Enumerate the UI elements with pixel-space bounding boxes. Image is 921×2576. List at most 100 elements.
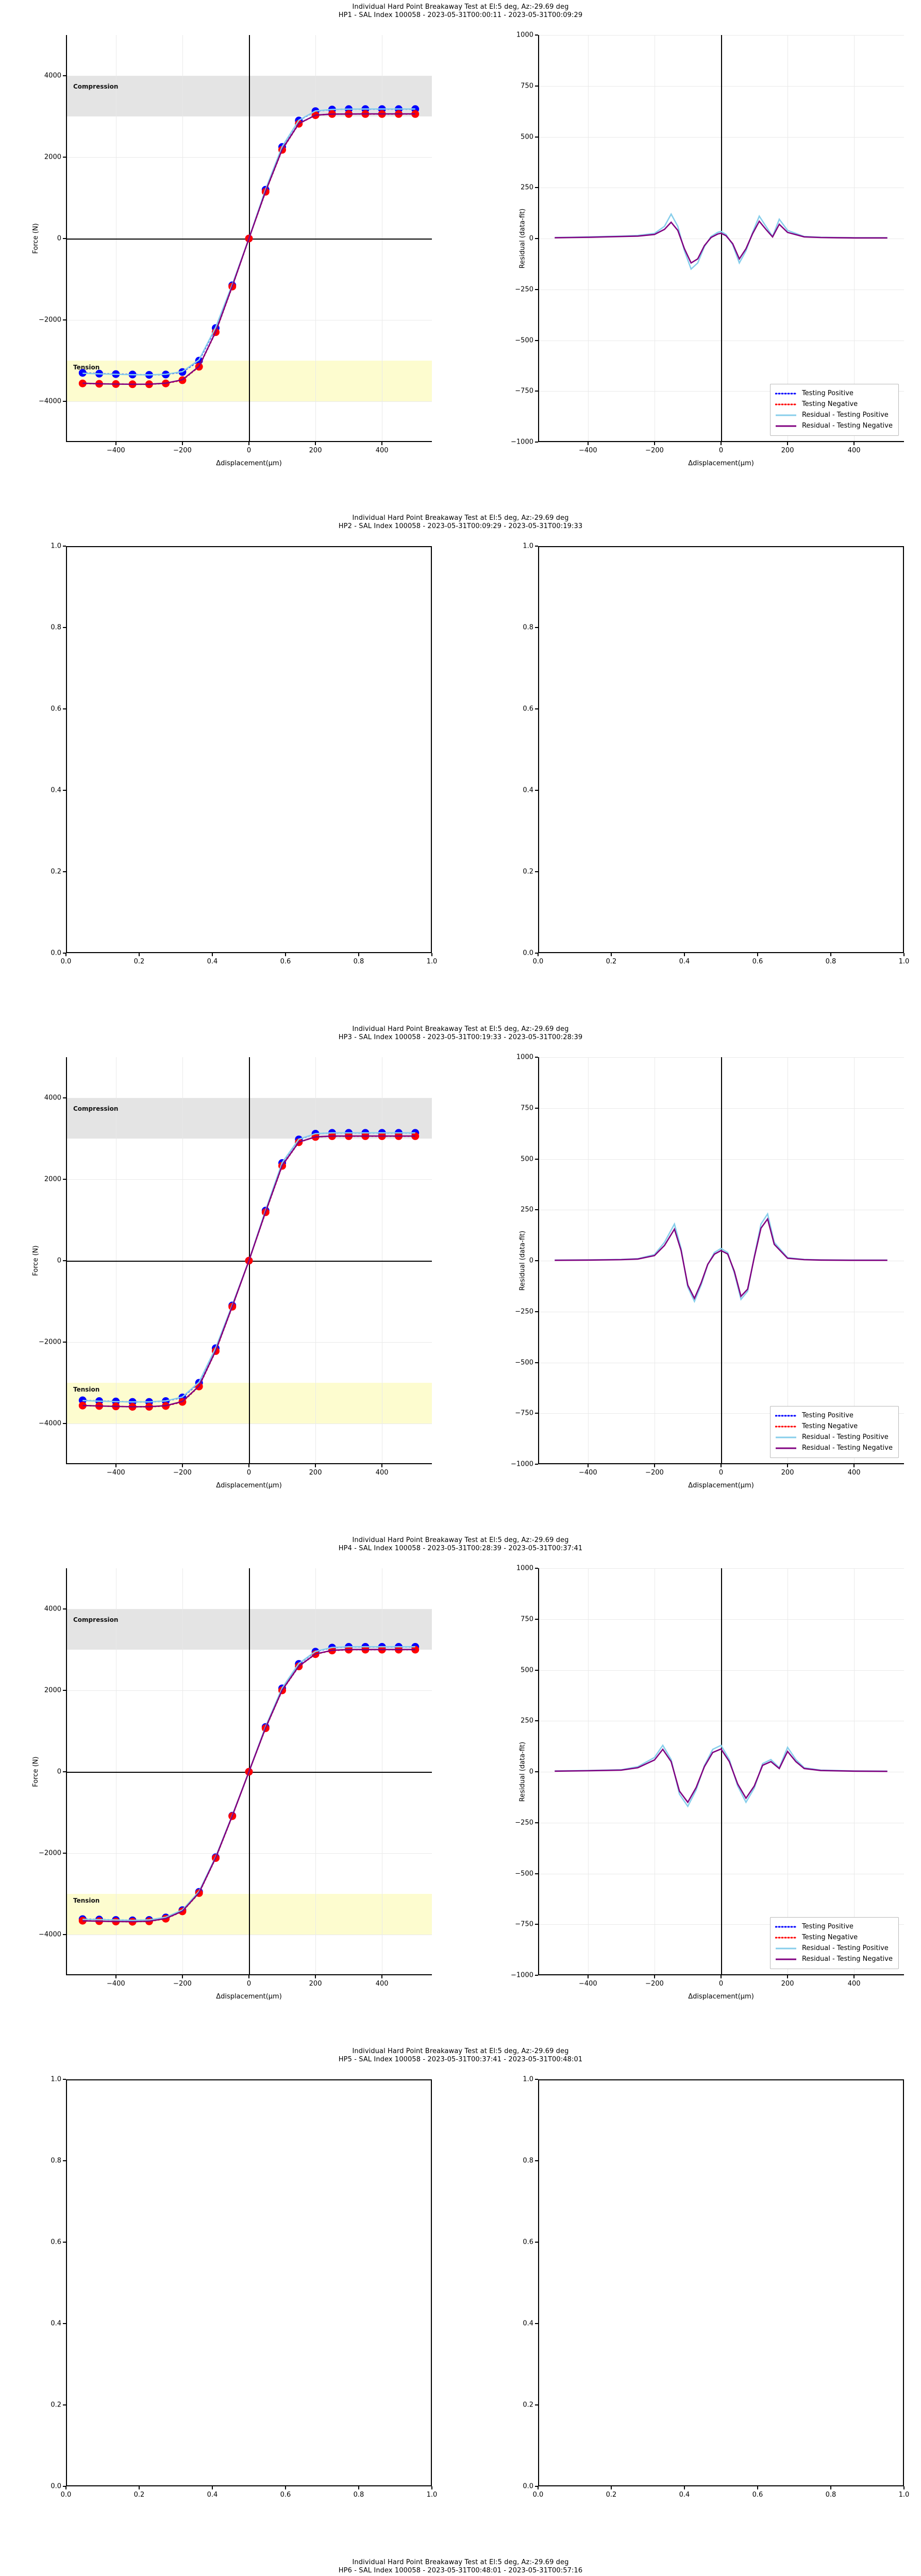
series-line xyxy=(82,1132,416,1403)
y-tick-mark xyxy=(63,2323,66,2324)
legend-item[interactable]: Residual - Testing Positive xyxy=(775,410,893,420)
force-axes-hp1[interactable]: Compression Tension 4000 2000 0 −2000 −4000 −40… xyxy=(32,35,432,467)
legend[interactable]: Testing Positive Testing Negative Residual… xyxy=(769,384,899,436)
x-tick-mark xyxy=(139,2486,140,2489)
force-axes-hp5[interactable]: 0.0 0.2 0.4 0.6 0.8 1.0 0.0 0.2 0.4 0.6 0.8 1.0 xyxy=(51,2076,437,2499)
axis-spine-top xyxy=(538,2079,904,2080)
x-tick-label: −200 xyxy=(645,447,664,454)
y-axis-label: Residual (data-fit) xyxy=(518,1230,527,1291)
legend-item[interactable]: Testing Negative xyxy=(775,1932,893,1943)
y-tick-label: 500 xyxy=(521,1666,533,1674)
x-tick-mark xyxy=(315,1464,316,1467)
x-tick-mark xyxy=(721,1464,722,1467)
x-axis-label: Δdisplacement(μm) xyxy=(688,1993,754,2001)
y-tick-label: −1000 xyxy=(511,438,533,446)
y-tick-mark xyxy=(535,1618,538,1620)
axis-spine-right xyxy=(431,546,432,953)
y-tick-label: 4000 xyxy=(44,72,61,80)
figure-title: Individual Hard Point Breakaway Test at … xyxy=(352,1025,569,1033)
legend-item[interactable]: Testing Negative xyxy=(775,399,893,410)
y-tick-label: −2000 xyxy=(39,316,61,324)
y-tick-label: 2000 xyxy=(44,1175,61,1183)
legend-label: Residual - Testing Negative xyxy=(801,1955,893,1963)
x-tick-label: 400 xyxy=(847,447,861,454)
x-tick-label: 0.2 xyxy=(606,958,617,965)
force-axes-hp2[interactable]: 0.0 0.2 0.4 0.6 0.8 1.0 0.0 0.2 0.4 0.6 0.8 1.0 xyxy=(51,543,437,966)
x-tick-label: 0 xyxy=(718,1980,724,1988)
panel-hp6: Individual Hard Point Breakaway Test at … xyxy=(0,2555,921,2576)
y-tick-label: 500 xyxy=(521,133,533,141)
x-axis-label: Δdisplacement(μm) xyxy=(688,1482,754,1489)
y-tick-mark xyxy=(535,1464,538,1465)
legend[interactable]: Testing Positive Testing Negative Residual… xyxy=(769,1917,899,1969)
x-tick-mark xyxy=(654,1464,655,1467)
x-tick-mark xyxy=(381,1464,383,1467)
plot-canvas xyxy=(555,1212,887,1303)
y-tick-label: 0 xyxy=(529,1257,533,1265)
x-tick-mark xyxy=(139,953,140,956)
legend-item[interactable]: Residual - Testing Positive xyxy=(775,1432,893,1443)
data-point xyxy=(78,369,87,377)
y-tick-label: 0.8 xyxy=(523,623,533,632)
y-tick-label: 750 xyxy=(521,1104,533,1112)
legend-item[interactable]: Residual - Testing Positive xyxy=(775,1943,893,1954)
y-tick-label: 0.2 xyxy=(51,868,61,876)
x-tick-label: 200 xyxy=(781,447,794,454)
legend-item[interactable]: Residual - Testing Negative xyxy=(775,1954,893,1964)
x-tick-label: 0 xyxy=(246,447,252,454)
axes-frame: Compression Tension 4000 2000 0 −2000 −4000 −40… xyxy=(32,1057,432,1489)
y-tick-label: −500 xyxy=(515,1870,533,1877)
residual-axes-hp2[interactable]: 0.0 0.2 0.4 0.6 0.8 1.0 0.0 0.2 0.4 0.6 0.8 1.0 xyxy=(523,543,909,966)
x-tick-mark xyxy=(431,953,432,956)
y-tick-mark xyxy=(535,1822,538,1823)
x-tick-label: −400 xyxy=(106,1469,125,1477)
axis-spine-left xyxy=(66,35,67,442)
legend-label: Residual - Testing Positive xyxy=(801,411,889,419)
x-tick-mark xyxy=(181,442,183,445)
y-tick-mark xyxy=(535,1924,538,1925)
axis-spine-bottom xyxy=(538,1974,904,1975)
legend-item[interactable]: Residual - Testing Negative xyxy=(775,420,893,431)
force-axes-hp3[interactable]: Compression Tension 4000 2000 0 −2000 −4000 −40… xyxy=(32,1057,432,1489)
force-axes-hp4[interactable]: Compression Tension 4000 2000 0 −2000 −4000 −40… xyxy=(32,1568,432,2001)
y-tick-mark xyxy=(535,1057,538,1058)
y-tick-label: 0.4 xyxy=(523,2319,533,2328)
legend-item[interactable]: Residual - Testing Negative xyxy=(775,1443,893,1453)
axis-spine-top xyxy=(66,546,432,547)
y-tick-label: 750 xyxy=(521,82,533,90)
plot-canvas xyxy=(555,212,887,270)
legend-item[interactable]: Testing Positive xyxy=(775,1410,893,1421)
residual-axes-hp1[interactable]: 1000 750 500 250 0 −250 −500 −750 −1000 −400 −200 0… xyxy=(511,31,904,467)
residual-axes-hp5[interactable]: 0.0 0.2 0.4 0.6 0.8 1.0 0.0 0.2 0.4 0.6 0.8 1.0 xyxy=(523,2076,909,2499)
panel-hp1: Individual Hard Point Breakaway Test at … xyxy=(0,0,921,511)
y-tick-mark xyxy=(535,289,538,290)
axis-spine-left xyxy=(66,1057,67,1464)
legend-swatch xyxy=(775,393,797,394)
x-axis-label: Δdisplacement(μm) xyxy=(688,460,754,467)
y-axis-label: Residual (data-fit) xyxy=(518,208,527,269)
panel-subtitle: HP2 - SAL Index 100058 - 2023-05-31T00:0… xyxy=(338,522,583,531)
y-tick-label: 250 xyxy=(521,1717,533,1725)
legend-item[interactable]: Testing Positive xyxy=(775,388,893,399)
x-tick-label: 1.0 xyxy=(426,958,438,965)
residual-axes-hp4[interactable]: 1000 750 500 250 0 −250 −500 −750 −1000 −400 −200 0… xyxy=(511,1565,904,2001)
y-tick-mark xyxy=(535,2323,538,2324)
y-tick-mark xyxy=(535,1413,538,1414)
legend[interactable]: Testing Positive Testing Negative Residual… xyxy=(769,1406,899,1458)
y-tick-mark xyxy=(63,1423,66,1424)
y-tick-mark xyxy=(63,1179,66,1180)
axis-spine-bottom xyxy=(66,441,432,442)
legend-item[interactable]: Testing Negative xyxy=(775,1421,893,1432)
legend-item[interactable]: Testing Positive xyxy=(775,1921,893,1932)
x-tick-label: −400 xyxy=(578,1469,597,1477)
y-tick-label: 1000 xyxy=(516,31,533,39)
series-line xyxy=(555,1744,887,1808)
x-tick-label: 0.2 xyxy=(606,2491,617,2499)
y-tick-mark xyxy=(63,708,66,709)
x-tick-label: 200 xyxy=(781,1980,794,1988)
residual-axes-hp3[interactable]: 1000 750 500 250 0 −250 −500 −750 −1000 −400 −200 0… xyxy=(511,1054,904,1489)
x-tick-label: 0.8 xyxy=(353,958,364,965)
axes-frame: 0.0 0.2 0.4 0.6 0.8 1.0 0.0 0.2 0.4 0.6 0.8 1.0 xyxy=(51,2076,437,2499)
x-tick-label: 0.0 xyxy=(532,2491,544,2499)
x-tick-mark xyxy=(787,1464,789,1467)
